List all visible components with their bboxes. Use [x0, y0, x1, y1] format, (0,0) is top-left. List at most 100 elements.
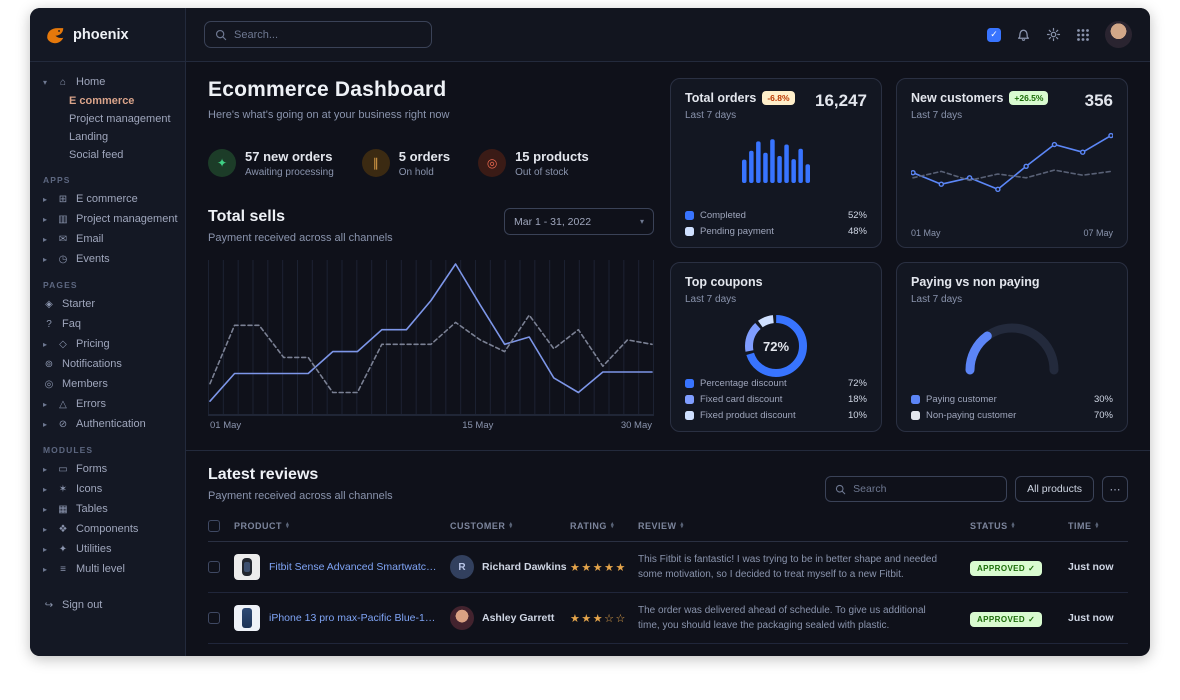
sidebar-item-label: Members — [62, 378, 108, 390]
card-period: Last 7 days — [911, 110, 963, 121]
legend-label: Non-paying customer — [926, 410, 1017, 421]
coupons-donut-chart: 72% — [744, 314, 808, 378]
sidebar-item-apps-project-management[interactable]: ▸ ▥ Project management — [30, 209, 185, 229]
latest-reviews-section: Latest reviews Payment received across a… — [186, 450, 1150, 644]
components-icon: ❖ — [58, 523, 68, 535]
stat-caption: Awaiting processing — [245, 167, 334, 178]
stat-new-orders: ✦ 57 new orders Awaiting processing — [208, 149, 334, 178]
column-header-rating[interactable]: RATING ▴ ▾ — [570, 520, 615, 531]
paying-gauge-chart — [962, 317, 1062, 375]
date-range-value: Mar 1 - 31, 2022 — [514, 215, 592, 228]
reviews-search[interactable] — [825, 476, 1008, 502]
status-badge: APPROVED ✓ — [970, 612, 1043, 627]
sidebar-item-project-management-dashboard[interactable]: Project management — [69, 113, 171, 125]
legend-swatch — [685, 379, 694, 388]
sidebar-item-label: Email — [76, 233, 104, 245]
sidebar-item-label: Events — [76, 253, 110, 265]
column-header-product[interactable]: PRODUCT ▴ ▾ — [234, 520, 290, 531]
sidebar-item-forms[interactable]: ▸ ▭ Forms — [30, 459, 185, 479]
sidebar-item-social-feed[interactable]: Social feed — [69, 149, 124, 161]
review-time: Just now — [1068, 561, 1114, 573]
column-header-status[interactable]: STATUS ▴ ▾ — [970, 520, 1015, 531]
legend-label: Fixed card discount — [700, 394, 783, 405]
bell-icon[interactable] — [1016, 27, 1031, 42]
x-tick: 07 May — [1083, 228, 1113, 238]
rating-stars: ★★★★★ — [570, 561, 627, 574]
caret-right-icon: ▸ — [43, 504, 48, 514]
legend-fixed-card-discount: Fixed card discount 18% — [685, 394, 867, 405]
grid-icon[interactable] — [1076, 28, 1090, 42]
legend-swatch — [685, 395, 694, 404]
sidebar-item-icons[interactable]: ▸ ✶ Icons — [30, 479, 185, 499]
date-range-select[interactable]: Mar 1 - 31, 2022 ▾ — [504, 208, 654, 235]
icons-icon: ✶ — [58, 483, 68, 495]
sidebar-item-faq[interactable]: ? Faq — [30, 314, 185, 334]
row-checkbox[interactable] — [208, 561, 220, 573]
row-checkbox[interactable] — [208, 612, 220, 624]
check-icon: ✓ — [1028, 564, 1036, 573]
search-input[interactable] — [234, 28, 421, 41]
more-options-button[interactable]: ⋯ — [1102, 476, 1128, 502]
sidebar-item-pricing[interactable]: ▸ ◇ Pricing — [30, 334, 185, 354]
sidebar-item-ecommerce-dashboard[interactable]: E commerce — [69, 95, 135, 107]
top-coupons-card: Top coupons Last 7 days 72% Percentage d… — [670, 262, 882, 432]
chevron-down-icon: ▾ — [639, 217, 644, 226]
brand-logo[interactable]: phoenix — [30, 8, 185, 62]
phoenix-logo-icon — [44, 24, 66, 46]
trend-badge: -6.8% — [762, 91, 795, 105]
sidebar-item-authentication[interactable]: ▸ ⊘ Authentication — [30, 414, 185, 434]
x-tick: 15 May — [462, 420, 494, 431]
sidebar-item-events[interactable]: ▸ ◷ Events — [30, 249, 185, 269]
x-tick: 01 May — [911, 228, 941, 238]
sidebar-item-notifications[interactable]: ⊚ Notifications — [30, 354, 185, 374]
global-search[interactable] — [204, 21, 432, 48]
checkbox-icon[interactable]: ✓ — [987, 27, 1001, 42]
sidebar-item-label: Tables — [76, 503, 108, 515]
all-products-filter-button[interactable]: All products — [1015, 476, 1094, 502]
pause-icon: ∥ — [361, 149, 390, 177]
sidebar-item-label: Pricing — [76, 338, 110, 350]
column-header-customer[interactable]: CUSTOMER ▴ ▾ — [450, 520, 513, 531]
legend-value: 52% — [847, 210, 867, 221]
caret-right-icon: ▸ — [43, 254, 48, 264]
legend-percentage-discount: Percentage discount 72% — [685, 378, 867, 389]
sign-out-button[interactable]: ↪ Sign out — [30, 595, 185, 615]
column-header-review[interactable]: REVIEW ▴ ▾ — [638, 520, 684, 531]
stat-value: 5 orders — [398, 149, 451, 164]
card-title: Total orders — [685, 91, 757, 105]
lock-icon: ⊘ — [58, 418, 68, 430]
column-header-time[interactable]: TIME ▴ ▾ — [1068, 520, 1099, 531]
envelope-icon: ✉ — [58, 233, 68, 245]
sidebar-item-members[interactable]: ◎ Members — [30, 374, 185, 394]
dashboard-left: Ecommerce Dashboard Here's what's going … — [208, 78, 654, 432]
sidebar-item-starter[interactable]: ◈ Starter — [30, 294, 185, 314]
select-all-checkbox[interactable] — [208, 520, 220, 532]
sidebar-item-utilities[interactable]: ▸ ✦ Utilities — [30, 539, 185, 559]
form-icon: ▭ — [58, 463, 68, 475]
trend-badge: +26.5% — [1009, 91, 1049, 105]
sidebar-item-landing[interactable]: Landing — [69, 131, 109, 143]
gear-icon[interactable] — [1046, 27, 1061, 42]
sidebar-item-multi-level[interactable]: ▸ ≡ Multi level — [30, 559, 185, 579]
user-avatar[interactable] — [1105, 21, 1132, 48]
sidebar-item-tables[interactable]: ▸ ▦ Tables — [30, 499, 185, 519]
sidebar: phoenix ▾ ⌂ Home E commerce Project mana… — [30, 8, 186, 656]
legend-completed: Completed 52% — [685, 210, 867, 221]
new-customers-chart — [911, 127, 1113, 203]
review-time: Just now — [1068, 612, 1114, 624]
sidebar-item-label: Authentication — [76, 418, 146, 430]
sidebar-item-components[interactable]: ▸ ❖ Components — [30, 519, 185, 539]
product-link[interactable]: Fitbit Sense Advanced Smartwatch with To… — [269, 561, 440, 573]
sidebar-item-errors[interactable]: ▸ △ Errors — [30, 394, 185, 414]
sidebar-item-home[interactable]: ▾ ⌂ Home — [30, 72, 185, 92]
sidebar-item-label: Icons — [76, 483, 103, 495]
sidebar-item-apps-ecommerce[interactable]: ▸ ⊞ E commerce — [30, 189, 185, 209]
reviews-search-input[interactable] — [853, 483, 998, 495]
product-link[interactable]: iPhone 13 pro max-Pacific Blue-128GB sto… — [269, 612, 440, 624]
table-icon: ▦ — [58, 503, 68, 515]
sidebar-item-email[interactable]: ▸ ✉ Email — [30, 229, 185, 249]
page-title: Ecommerce Dashboard — [208, 78, 447, 101]
topbar-actions: ✓ — [987, 21, 1132, 48]
search-icon — [835, 484, 846, 495]
review-text: The order was delivered ahead of schedul… — [638, 605, 926, 631]
